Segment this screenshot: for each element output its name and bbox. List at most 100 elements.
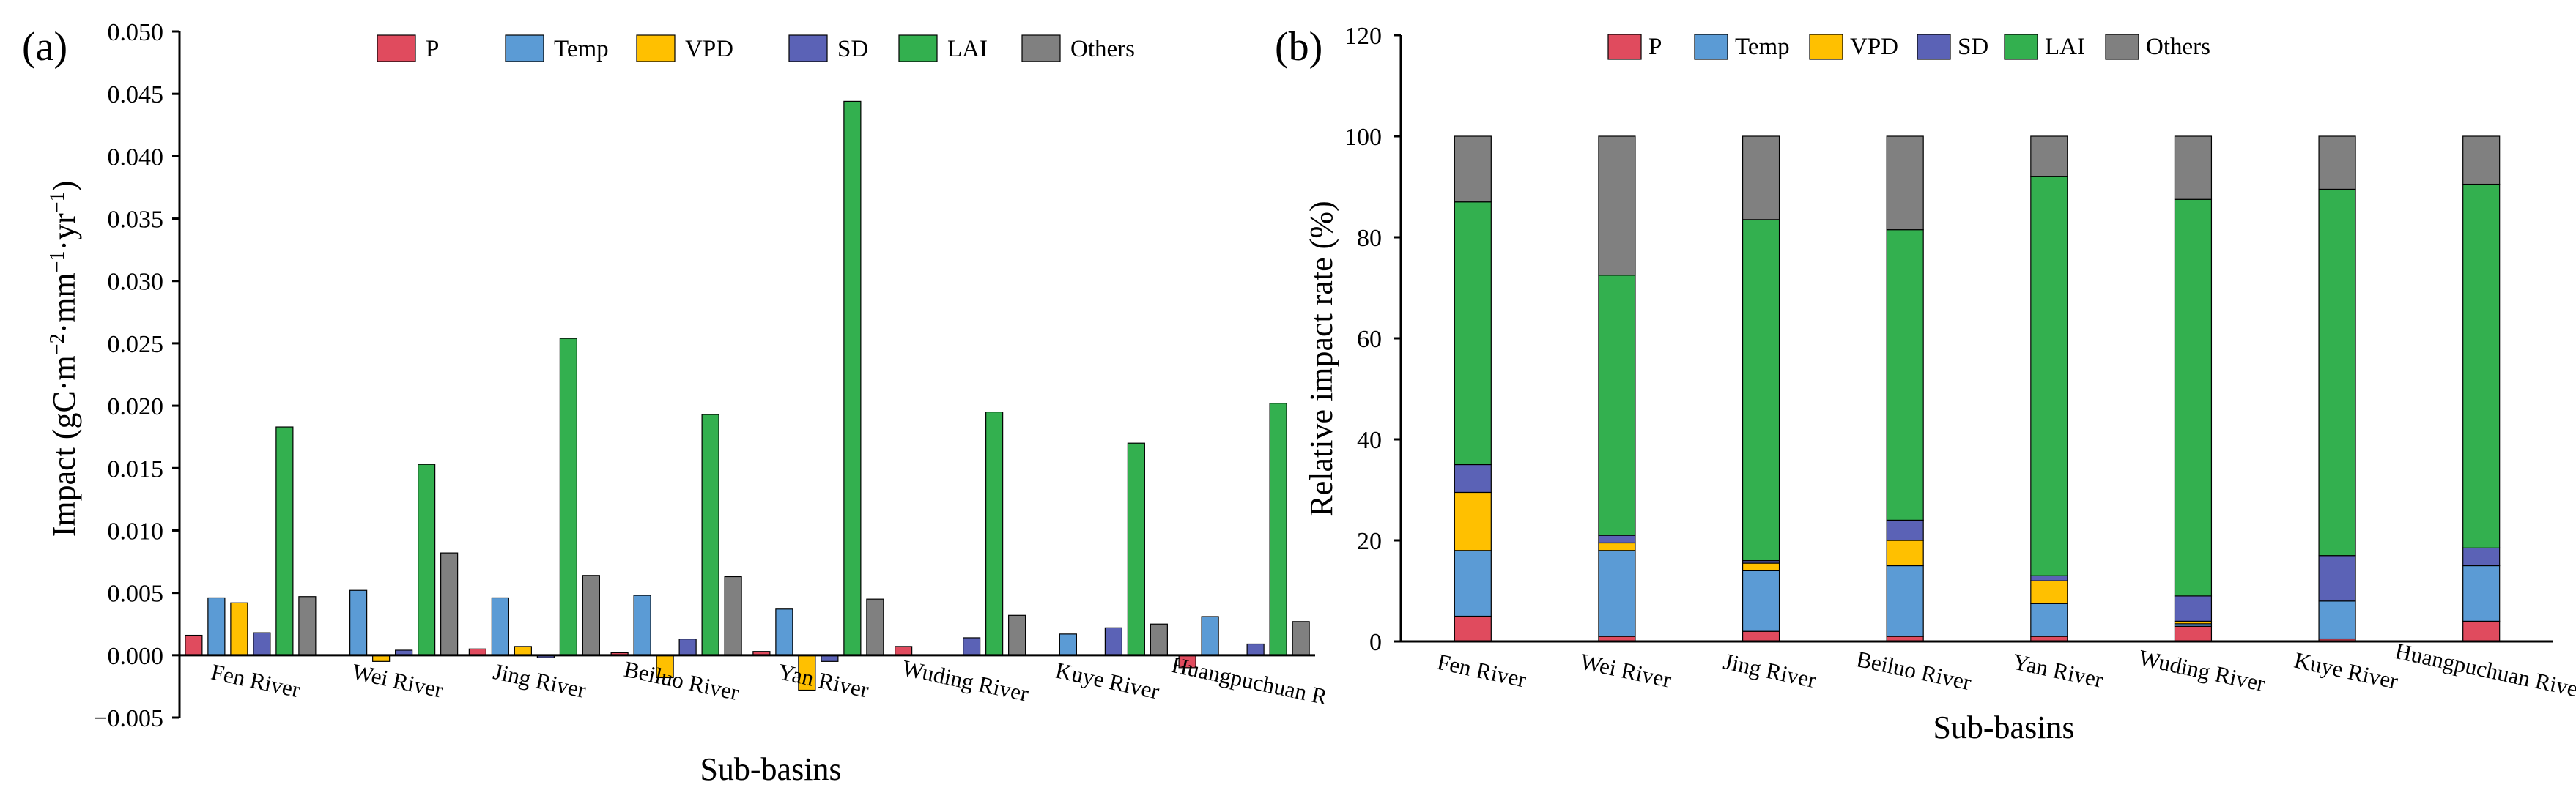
y-tick-label: 0 xyxy=(1369,629,1382,656)
segment-temp xyxy=(2462,565,2501,622)
segment-temp xyxy=(1886,565,1924,637)
legend-label: Others xyxy=(2146,34,2210,60)
panel-a-y-axis-title: Impact (gC·m−2·mm−1·yr−1) xyxy=(46,181,83,537)
segment-sd xyxy=(2174,595,2213,622)
panel-a-legend: P Temp VPD SD LAI Others xyxy=(377,34,1135,62)
segment-others xyxy=(1454,135,1492,203)
ylabel-superscript: −2 xyxy=(46,333,69,355)
segment-vpd xyxy=(1598,542,1636,551)
y-tick-label: 0.020 xyxy=(108,393,164,420)
legend-swatch-others xyxy=(2105,34,2139,60)
y-tick-label: 0.045 xyxy=(108,81,164,108)
segment-lai xyxy=(1886,229,1924,521)
segment-others xyxy=(1742,135,1780,220)
y-tick-label: 0.050 xyxy=(108,19,164,46)
x-category-label: Fen River xyxy=(209,659,303,703)
bar-others xyxy=(1150,623,1168,656)
panel-b-x-categories: Fen River Wei River Jing River Beiluo River… xyxy=(1435,638,2576,703)
legend-label: VPD xyxy=(1850,34,1898,60)
panel-a-y-ticks: −0.005 0.000 0.005 0.010 0.015 0.020 0.025 0.03… xyxy=(93,19,179,732)
segment-vpd xyxy=(1454,491,1492,551)
bar-temp xyxy=(775,608,793,656)
x-category-label: Jing River xyxy=(491,658,588,703)
bar-temp xyxy=(349,589,368,656)
y-tick-label: 0.035 xyxy=(108,206,164,234)
segment-others xyxy=(2174,135,2213,200)
x-category-label: Yan River xyxy=(776,658,871,702)
x-category-label: Beiluo River xyxy=(1854,646,1974,695)
segment-lai xyxy=(1454,201,1492,466)
legend-swatch-lai xyxy=(898,34,938,62)
bar-others xyxy=(298,596,317,656)
bar-others xyxy=(440,552,459,656)
segment-vpd xyxy=(1742,562,1780,571)
legend-label: Temp xyxy=(554,36,609,62)
x-category-label: Kuye River xyxy=(1054,657,1163,704)
legend-label: VPD xyxy=(685,36,733,62)
segment-p xyxy=(2174,625,2213,642)
segment-temp xyxy=(1598,550,1636,637)
segment-vpd xyxy=(2030,580,2068,604)
legend-label: Temp xyxy=(1735,34,1790,60)
segment-sd xyxy=(1886,519,1924,541)
legend-label: LAI xyxy=(947,36,988,62)
segment-lai xyxy=(2030,176,2068,576)
segment-temp xyxy=(1454,550,1492,617)
ylabel-part: ·yr xyxy=(46,213,82,251)
x-category-label: Jing River xyxy=(1721,648,1818,693)
x-category-label: Huangpuchuan River xyxy=(2393,638,2576,703)
ylabel-part: Impact (gC·m xyxy=(46,355,82,537)
bar-lai xyxy=(985,412,1004,656)
bar-lai xyxy=(1127,442,1145,656)
segment-lai xyxy=(2174,198,2213,597)
bar-sd xyxy=(963,637,981,656)
bar-lai xyxy=(559,338,577,656)
y-tick-label: 0.015 xyxy=(108,455,164,483)
bar-p xyxy=(895,646,913,656)
legend-label: Others xyxy=(1070,36,1135,62)
segment-p xyxy=(2462,620,2501,642)
segment-sd xyxy=(1598,535,1636,544)
y-tick-label: 0.000 xyxy=(108,643,164,670)
y-tick-label: 0.040 xyxy=(108,144,164,171)
panel-a-grouped-bar-chart: (a) −0.005 0.000 0.005 0.010 0.015 0.020 0.025… xyxy=(22,19,1330,787)
bar-others xyxy=(582,575,600,656)
legend-label: P xyxy=(1648,34,1662,60)
bar-temp xyxy=(633,595,651,656)
segment-others xyxy=(2462,135,2501,185)
y-tick-label: 120 xyxy=(1344,23,1382,50)
bar-lai xyxy=(275,426,294,656)
segment-temp xyxy=(2030,603,2068,637)
segment-sd xyxy=(2318,555,2356,602)
segment-sd xyxy=(2030,575,2068,581)
legend-swatch-temp xyxy=(1694,34,1728,60)
bar-others xyxy=(1292,621,1310,656)
bar-vpd xyxy=(230,602,248,656)
x-category-label: Kuye River xyxy=(2292,647,2401,694)
y-tick-label: 80 xyxy=(1357,225,1382,252)
legend-swatch-p xyxy=(1607,34,1642,60)
panel-b-legend: P Temp VPD SD LAI Others xyxy=(1607,34,2210,60)
legend-label: P xyxy=(426,36,439,62)
x-category-label: Wei River xyxy=(350,658,446,703)
bar-sd xyxy=(1246,643,1265,656)
bar-lai xyxy=(418,464,436,656)
panel-a-x-axis-title: Sub-basins xyxy=(700,751,841,787)
panel-b-stacked-bar-chart: (b) 0 20 40 60 80 100 120 Fen River Wei River Ji… xyxy=(1275,23,2576,745)
ylabel-superscript: −1 xyxy=(46,251,69,273)
y-tick-label: 0.005 xyxy=(108,581,164,608)
segment-lai xyxy=(2462,183,2501,548)
bar-temp xyxy=(491,597,509,656)
segment-others xyxy=(2030,135,2068,177)
panel-b-bars xyxy=(1454,135,2501,642)
y-tick-label: −0.005 xyxy=(93,705,163,732)
bar-temp xyxy=(1201,616,1219,656)
legend-label: SD xyxy=(1958,34,1988,60)
legend-swatch-others xyxy=(1021,34,1061,62)
segment-others xyxy=(1598,135,1636,276)
y-tick-label: 40 xyxy=(1357,427,1382,454)
ylabel-part: ·mm xyxy=(46,272,82,333)
legend-swatch-lai xyxy=(2004,34,2038,60)
segment-temp xyxy=(2318,600,2356,640)
panel-a-bars xyxy=(185,100,1310,691)
